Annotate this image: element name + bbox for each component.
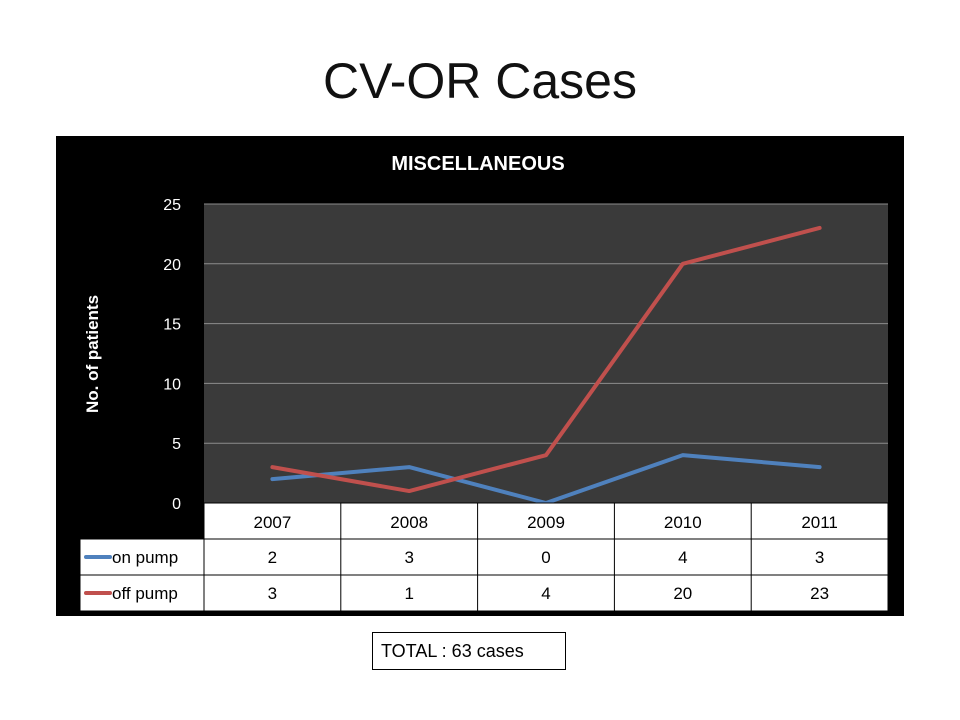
plot-area: 0 5 10 15 20 25 [163, 197, 888, 513]
y-tick-label: 25 [163, 197, 181, 214]
chart: MISCELLANEOUS No. of patients 0 5 10 15 20 25… [56, 136, 904, 616]
data-table-value: 4 [678, 548, 687, 567]
y-tick-label: 15 [163, 317, 181, 334]
plot-background [204, 204, 888, 503]
legend-label: on pump [112, 548, 178, 567]
data-table-value: 3 [815, 548, 824, 567]
legend-label: off pump [112, 584, 178, 603]
y-tick-label: 20 [163, 257, 181, 274]
table-row [79, 538, 889, 576]
data-table-value: 3 [268, 584, 277, 603]
slide-title: CV-OR Cases [323, 53, 637, 109]
data-table-value: 1 [404, 584, 413, 603]
data-table-value: 4 [541, 584, 550, 603]
x-category-label: 2010 [664, 513, 702, 532]
y-axis-label: No. of patients [83, 295, 102, 413]
data-table-value: 2 [268, 548, 277, 567]
x-category-label: 2008 [390, 513, 428, 532]
chart-title: MISCELLANEOUS [391, 153, 564, 175]
data-table-value: 20 [673, 584, 692, 603]
total-cases-box: TOTAL : 63 cases [372, 632, 566, 670]
data-table-value: 23 [810, 584, 829, 603]
series-line-off-pump [270, 225, 822, 494]
x-category-label: 2007 [253, 513, 291, 532]
x-category-label: 2009 [527, 513, 565, 532]
data-table-value: 3 [404, 548, 413, 567]
data-table-value: 0 [541, 548, 550, 567]
y-tick-label: 10 [163, 376, 181, 393]
y-tick-label: 5 [172, 436, 181, 453]
table-row [79, 574, 889, 612]
x-category-label: 2011 [801, 513, 838, 532]
chart-svg: MISCELLANEOUS No. of patients 0510152025… [79, 153, 889, 612]
y-tick-label: 0 [172, 496, 181, 513]
